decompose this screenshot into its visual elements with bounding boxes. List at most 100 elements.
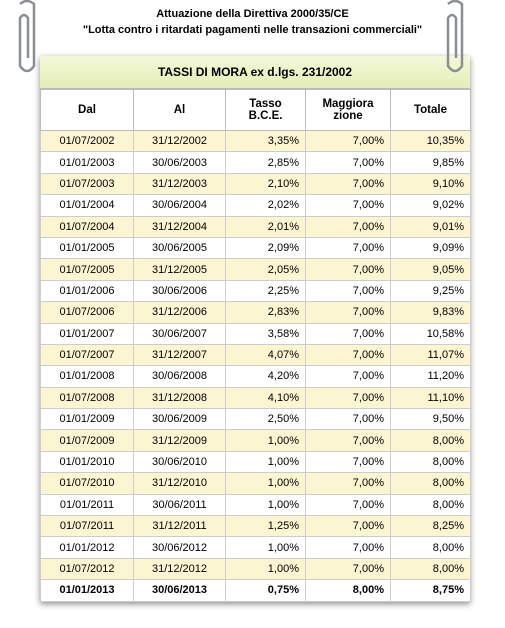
rate-cell: 7,00% — [305, 515, 391, 538]
table-row: 01/01/2009 30/06/2009 2,50% 7,00% 9,50% — [40, 408, 471, 431]
table-row: 01/01/2013 30/06/2013 0,75% 8,00% 8,75% — [40, 579, 471, 602]
heading: "Lotta contro i ritardati pagamenti nell… — [82, 24, 423, 36]
rate-cell: 9,09% — [390, 236, 471, 260]
date-cell: 01/07/2005 — [40, 258, 134, 281]
table-row: 01/01/2008 30/06/2008 4,20% 7,00% 11,20% — [40, 365, 471, 388]
column-header-line: Dal — [78, 104, 96, 116]
date-cell: 01/07/2006 — [40, 301, 134, 324]
date-cell: 30/06/2009 — [133, 408, 226, 431]
column-header-line: zione — [333, 110, 363, 122]
rate-cell: 1,00% — [225, 472, 306, 495]
date-cell: 31/12/2010 — [133, 472, 226, 495]
rate-cell: 8,75% — [390, 579, 471, 602]
table-row: 01/01/2003 30/06/2003 2,85% 7,00% 9,85% — [40, 151, 471, 174]
rate-cell: 7,00% — [305, 386, 391, 410]
rate-cell: 7,00% — [305, 236, 391, 260]
column-header: Al — [133, 89, 226, 131]
rate-cell: 11,10% — [390, 386, 471, 410]
table-row: 01/07/2004 31/12/2004 2,01% 7,00% 9,01% — [40, 215, 471, 238]
rate-cell: 2,50% — [225, 408, 306, 431]
rate-table-box: TASSI DI MORA ex d.lgs. 231/2002 Dal Al Ta… — [40, 56, 471, 602]
column-header-line: Maggiora — [322, 98, 374, 110]
date-cell: 30/06/2007 — [133, 322, 226, 345]
rate-cell: 2,09% — [225, 236, 306, 260]
rate-cell: 4,20% — [225, 365, 306, 388]
column-header-line: Totale — [413, 104, 447, 116]
paper-clip — [18, 0, 36, 73]
date-cell: 31/12/2009 — [133, 429, 226, 452]
table-row: 01/07/2009 31/12/2009 1,00% 7,00% 8,00% — [40, 429, 471, 452]
rate-cell: 4,10% — [225, 386, 306, 410]
date-cell: 01/07/2009 — [40, 429, 134, 452]
date-cell: 01/07/2008 — [40, 386, 134, 410]
table-row: 01/07/2002 31/12/2002 3,35% 7,00% 10,35% — [40, 129, 471, 153]
rate-cell: 10,58% — [390, 322, 471, 345]
rate-cell: 7,00% — [305, 472, 391, 495]
rate-cell: 8,00% — [390, 450, 471, 474]
date-cell: 01/01/2013 — [40, 579, 134, 602]
table-row: 01/07/2008 31/12/2008 4,10% 7,00% 11,10% — [40, 386, 471, 410]
date-cell: 31/12/2004 — [133, 215, 226, 238]
rate-cell: 4,07% — [225, 343, 306, 367]
table-row: 01/01/2011 30/06/2011 1,00% 7,00% 8,00% — [40, 493, 471, 517]
table-row: 01/01/2010 30/06/2010 1,00% 7,00% 8,00% — [40, 450, 471, 474]
date-cell: 01/07/2011 — [40, 515, 134, 538]
rate-cell: 11,20% — [390, 365, 471, 388]
rate-cell: 3,58% — [225, 322, 306, 345]
table-row: 01/01/2006 30/06/2006 2,25% 7,00% 9,25% — [40, 279, 471, 303]
date-cell: 01/01/2003 — [40, 151, 134, 174]
date-cell: 30/06/2013 — [133, 579, 226, 602]
rate-cell: 7,00% — [305, 172, 391, 196]
rate-cell: 8,00% — [390, 536, 471, 559]
column-header: Totale — [390, 89, 471, 131]
rate-cell: 1,00% — [225, 493, 306, 517]
heading: Attuazione della Direttiva 2000/35/CE — [156, 8, 349, 20]
rate-cell: 8,00% — [390, 429, 471, 452]
table-row: 01/07/2012 31/12/2012 1,00% 7,00% 8,00% — [40, 557, 471, 581]
rate-cell: 9,01% — [390, 215, 471, 238]
rate-cell: 1,00% — [225, 450, 306, 474]
rate-cell: 2,83% — [225, 301, 306, 324]
table-row: 01/07/2007 31/12/2007 4,07% 7,00% 11,07% — [40, 343, 471, 367]
column-header: Tasso B.C.E. — [225, 89, 306, 131]
table-row: 01/01/2007 30/06/2007 3,58% 7,00% 10,58% — [40, 322, 471, 345]
rate-cell: 10,35% — [390, 129, 471, 153]
date-cell: 30/06/2006 — [133, 279, 226, 303]
rate-cell: 9,50% — [390, 408, 471, 431]
date-cell: 30/06/2012 — [133, 536, 226, 559]
rate-cell: 7,00% — [305, 151, 391, 174]
rate-cell: 2,02% — [225, 194, 306, 217]
date-cell: 30/06/2011 — [133, 493, 226, 517]
rate-cell: 7,00% — [305, 408, 391, 431]
rate-cell: 7,00% — [305, 343, 391, 367]
table-row: 01/01/2012 30/06/2012 1,00% 7,00% 8,00% — [40, 536, 471, 559]
rate-cell: 9,05% — [390, 258, 471, 281]
rate-cell: 7,00% — [305, 365, 391, 388]
date-cell: 30/06/2005 — [133, 236, 226, 260]
date-cell: 30/06/2003 — [133, 151, 226, 174]
date-cell: 01/01/2007 — [40, 322, 134, 345]
rate-cell: 2,85% — [225, 151, 306, 174]
rate-cell: 8,25% — [390, 515, 471, 538]
date-cell: 31/12/2005 — [133, 258, 226, 281]
rate-cell: 7,00% — [305, 301, 391, 324]
rate-cell: 7,00% — [305, 493, 391, 517]
rate-cell: 7,00% — [305, 450, 391, 474]
date-cell: 31/12/2002 — [133, 129, 226, 153]
rate-cell: 2,25% — [225, 279, 306, 303]
rate-cell: 9,83% — [390, 301, 471, 324]
rate-cell: 1,00% — [225, 557, 306, 581]
rate-cell: 8,00% — [390, 493, 471, 517]
date-cell: 01/01/2012 — [40, 536, 134, 559]
rate-cell: 7,00% — [305, 536, 391, 559]
column-header-line: B.C.E. — [248, 110, 283, 122]
rate-cell: 0,75% — [225, 579, 306, 602]
rate-cell: 8,00% — [390, 557, 471, 581]
rate-cell: 7,00% — [305, 129, 391, 153]
rate-cell: 9,25% — [390, 279, 471, 303]
date-cell: 01/07/2010 — [40, 472, 134, 495]
paper-clip — [446, 0, 464, 73]
rate-cell: 9,85% — [390, 151, 471, 174]
rate-cell: 7,00% — [305, 429, 391, 452]
